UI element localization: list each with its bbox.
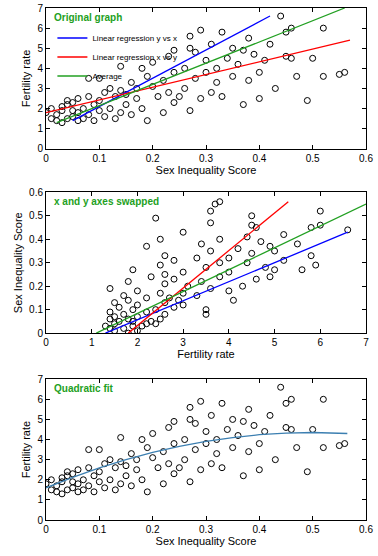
svg-text:0: 0	[37, 328, 43, 339]
svg-text:3: 3	[37, 83, 43, 94]
svg-text:7: 7	[363, 337, 369, 348]
svg-text:5: 5	[272, 337, 278, 348]
svg-text:2: 2	[135, 337, 141, 348]
svg-text:0.4: 0.4	[29, 234, 43, 245]
svg-text:5: 5	[37, 43, 43, 54]
svg-text:2: 2	[37, 103, 43, 114]
svg-text:6: 6	[37, 23, 43, 34]
svg-text:0.5: 0.5	[29, 210, 43, 221]
svg-text:0: 0	[43, 524, 49, 535]
svg-text:Linear regression y vs x: Linear regression y vs x	[92, 34, 176, 43]
svg-text:0.6: 0.6	[359, 153, 373, 164]
svg-text:0.1: 0.1	[29, 304, 43, 315]
svg-text:Fertility rate: Fertility rate	[20, 50, 32, 107]
svg-text:4: 4	[37, 434, 43, 445]
svg-text:0.3: 0.3	[199, 153, 213, 164]
svg-text:1: 1	[37, 494, 43, 505]
svg-text:0: 0	[43, 337, 49, 348]
svg-text:0.1: 0.1	[92, 153, 106, 164]
svg-text:Sex Inequality Score: Sex Inequality Score	[156, 535, 257, 547]
svg-text:7: 7	[37, 374, 43, 385]
svg-text:0.4: 0.4	[252, 524, 266, 535]
svg-text:x and y axes swapped: x and y axes swapped	[54, 196, 159, 207]
svg-text:0.5: 0.5	[306, 153, 320, 164]
svg-text:Quadratic fit: Quadratic fit	[54, 383, 114, 394]
svg-text:0.2: 0.2	[146, 524, 160, 535]
svg-text:Average: Average	[92, 72, 122, 81]
svg-text:Sex Inequality Score: Sex Inequality Score	[156, 164, 257, 176]
svg-text:Sex Inequality Score: Sex Inequality Score	[12, 212, 24, 313]
svg-text:1: 1	[89, 337, 95, 348]
svg-text:6: 6	[318, 337, 324, 348]
svg-text:1: 1	[37, 123, 43, 134]
svg-text:0.5: 0.5	[306, 524, 320, 535]
svg-text:0: 0	[37, 515, 43, 526]
svg-text:Original graph: Original graph	[54, 12, 122, 23]
svg-text:0.4: 0.4	[252, 153, 266, 164]
svg-text:Fertility rate: Fertility rate	[20, 421, 32, 478]
svg-text:2: 2	[37, 474, 43, 485]
svg-text:6: 6	[37, 394, 43, 405]
svg-text:0.3: 0.3	[199, 524, 213, 535]
svg-text:3: 3	[37, 454, 43, 465]
svg-text:4: 4	[226, 337, 232, 348]
svg-text:0.2: 0.2	[146, 153, 160, 164]
svg-text:0.1: 0.1	[92, 524, 106, 535]
svg-text:0: 0	[37, 143, 43, 154]
svg-text:Fertility rate: Fertility rate	[177, 348, 234, 360]
svg-text:0.6: 0.6	[359, 524, 373, 535]
svg-text:Linear regression x vs y: Linear regression x vs y	[92, 53, 176, 62]
svg-text:0.2: 0.2	[29, 281, 43, 292]
svg-text:0: 0	[43, 153, 49, 164]
svg-text:3: 3	[180, 337, 186, 348]
svg-text:4: 4	[37, 63, 43, 74]
svg-text:0.6: 0.6	[29, 187, 43, 198]
svg-text:7: 7	[37, 3, 43, 14]
svg-text:0.3: 0.3	[29, 257, 43, 268]
svg-text:5: 5	[37, 414, 43, 425]
